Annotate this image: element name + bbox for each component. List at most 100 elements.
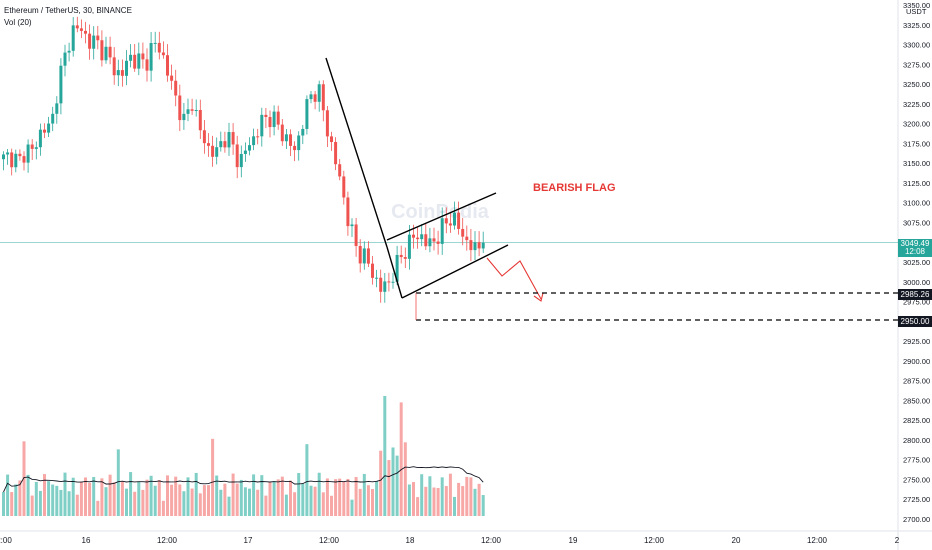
price-axis-label: 2800.00: [903, 436, 930, 445]
candle-body: [481, 242, 485, 249]
candle-body: [436, 241, 440, 244]
volume-bar: [383, 396, 387, 516]
volume-bar: [96, 500, 100, 516]
candle-body: [174, 80, 178, 96]
candle-body: [395, 254, 399, 282]
candle-body: [309, 94, 313, 100]
volume-bar: [133, 491, 137, 516]
candle-body: [362, 248, 366, 264]
candle-body: [88, 33, 92, 49]
candle-body: [424, 234, 428, 247]
volume-bar: [75, 494, 79, 516]
volume-bar: [457, 482, 461, 516]
time-axis-label: 18: [406, 536, 415, 545]
candle-body: [157, 42, 161, 53]
candle-body: [383, 281, 387, 292]
volume-bar: [223, 483, 227, 516]
price-axis-label: 3325.00: [903, 21, 930, 30]
currency-label: USDT: [906, 7, 927, 16]
volume-bar: [137, 481, 141, 516]
candle-body: [149, 42, 153, 71]
time-axis-label: 16: [82, 536, 91, 545]
volume-bar: [256, 489, 260, 516]
volume-bar: [407, 484, 411, 516]
price-axis-label: 3000.00: [903, 278, 930, 287]
volume-bar: [116, 449, 120, 516]
price-axis-label: 3300.00: [903, 41, 930, 50]
candle-body: [477, 242, 481, 249]
price-axis-label: 3250.00: [903, 80, 930, 89]
candle-body: [338, 164, 342, 177]
volume-bar: [14, 484, 18, 516]
candle-body: [112, 57, 116, 76]
candle-body: [43, 129, 46, 133]
price-axis-label: 2850.00: [903, 396, 930, 405]
volume-bar: [149, 475, 153, 516]
price-axis-label: 3275.00: [903, 60, 930, 69]
volume-bar: [342, 481, 346, 516]
candle-body: [321, 84, 325, 111]
volume-bar: [120, 481, 124, 516]
candle-body: [366, 248, 370, 264]
candle-body: [293, 145, 297, 151]
volume-bar: [141, 489, 145, 516]
volume-bar: [469, 477, 473, 516]
volume-bar: [38, 490, 42, 516]
watermark-logo: CoinPedia: [391, 201, 490, 223]
candle-body: [461, 228, 465, 237]
arrow-head: [533, 292, 544, 302]
volume-bar: [92, 476, 96, 516]
volume-bar: [30, 495, 34, 516]
volume-bar: [395, 455, 399, 516]
price-axis-label: 3125.00: [903, 179, 930, 188]
candle-body: [256, 136, 260, 138]
volume-bar: [354, 476, 358, 516]
candle-body: [375, 277, 379, 279]
candle-body: [301, 128, 305, 136]
candle-body: [129, 54, 133, 61]
volume-bar: [268, 481, 272, 516]
candle-body: [178, 95, 182, 121]
candle-body: [145, 59, 149, 71]
candle-body: [51, 113, 55, 124]
volume-bar: [301, 483, 305, 516]
candle-body: [6, 152, 10, 155]
candle-body: [22, 156, 26, 163]
volume-bar: [108, 474, 112, 516]
volume-bar: [71, 477, 75, 516]
candle-body: [63, 52, 67, 66]
volume-bar: [448, 473, 452, 516]
candle-body: [334, 142, 338, 165]
volume-bar: [358, 488, 362, 516]
time-axis-label: 20: [732, 536, 741, 545]
candle-body: [248, 145, 251, 151]
price-axis-label: 2925.00: [903, 337, 930, 346]
volume-bar: [297, 473, 301, 516]
candle-body: [194, 110, 198, 112]
price-axis-label: 3350.00: [903, 1, 930, 10]
volume-bar: [84, 477, 87, 516]
bearish-flag-label: BEARISH FLAG: [533, 182, 616, 194]
volume-bar: [100, 478, 104, 516]
volume-bar: [2, 492, 5, 516]
volume-ma-line: [3, 466, 484, 493]
price-axis-label: 2750.00: [903, 475, 930, 484]
volume-bar: [272, 481, 276, 516]
last-price-value: 3049.49: [900, 239, 930, 248]
volume-bar: [440, 477, 444, 516]
volume-bar: [481, 495, 485, 516]
candle-body: [473, 242, 477, 251]
volume-bar: [403, 442, 407, 516]
candle-body: [30, 144, 34, 149]
candle-body: [108, 46, 112, 58]
volume-bar: [321, 492, 325, 516]
candle-body: [231, 132, 235, 145]
time-axis-label: 12:00: [644, 536, 665, 545]
candle-body: [243, 150, 247, 154]
volume-bar: [260, 475, 264, 516]
volume-bar: [375, 481, 379, 516]
flag-lower-channel: [401, 244, 509, 299]
volume-bar: [453, 496, 456, 516]
